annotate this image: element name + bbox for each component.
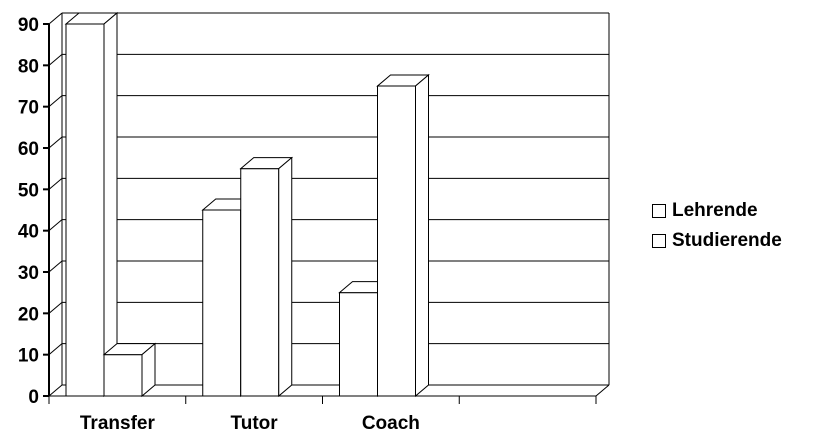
- gridline-side: [48, 12, 63, 25]
- legend-swatch-studierende: [652, 234, 666, 248]
- gridline-side: [48, 260, 63, 273]
- y-tick-label: 0: [28, 387, 39, 408]
- bar-side-face: [415, 73, 429, 398]
- chart-legend: Lehrende Studierende: [652, 196, 816, 266]
- y-tick-label: 10: [18, 346, 39, 367]
- gridline-side: [48, 301, 63, 314]
- bar-front-face: [103, 354, 143, 397]
- gridline-side: [48, 384, 63, 397]
- gridline-side: [48, 53, 63, 66]
- x-tick-label: Tutor: [231, 413, 279, 434]
- bar: [376, 73, 430, 398]
- y-tick-label: 60: [18, 139, 39, 160]
- y-tick-label: 20: [18, 304, 39, 325]
- gridline-side: [48, 136, 63, 149]
- bar-front-face: [377, 85, 416, 397]
- gridline-side: [48, 219, 63, 232]
- y-tick-label: 80: [18, 56, 39, 77]
- floor-right-edge: [595, 384, 610, 397]
- bar-side-face: [103, 11, 118, 398]
- bar-front-face: [202, 209, 242, 397]
- gridline-side: [48, 343, 63, 356]
- legend-label-studierende: Studierende: [672, 230, 782, 251]
- legend-item-studierende: Studierende: [652, 226, 816, 256]
- bar-front-face: [339, 292, 378, 397]
- legend-swatch-lehrende: [652, 204, 666, 218]
- legend-item-lehrende: Lehrende: [652, 196, 816, 226]
- legend-label-lehrende: Lehrende: [672, 200, 758, 221]
- bar: [102, 342, 157, 398]
- y-tick-label: 40: [18, 222, 39, 243]
- x-tick-label: Coach: [362, 413, 420, 434]
- y-tick-label: 50: [18, 180, 39, 201]
- x-tick-label: Transfer: [80, 413, 156, 434]
- bar-front-face: [65, 23, 105, 397]
- bar: [239, 156, 294, 398]
- gridline-side: [48, 177, 63, 190]
- y-tick-label: 70: [18, 98, 39, 119]
- bar-side-face: [141, 342, 156, 398]
- gridline-side: [48, 95, 63, 108]
- y-tick-label: 90: [18, 15, 39, 36]
- y-tick-label: 30: [18, 263, 39, 284]
- bar-front-face: [240, 168, 280, 397]
- bar-side-face: [278, 156, 293, 398]
- bar: [64, 11, 119, 398]
